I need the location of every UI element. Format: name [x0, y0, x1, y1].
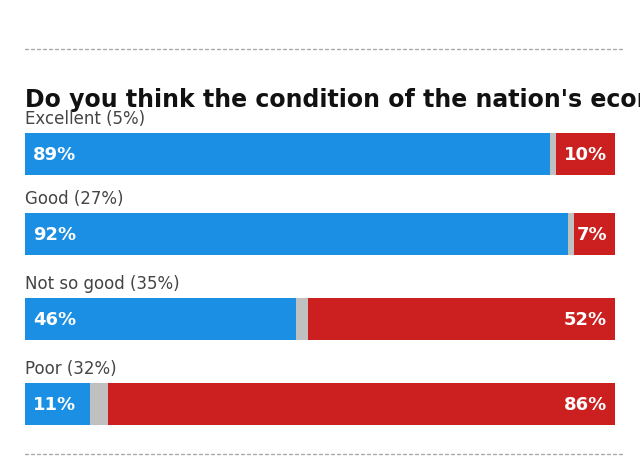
Bar: [568, 214, 573, 256]
Text: Do you think the condition of the nation's economy is:: Do you think the condition of the nation…: [25, 88, 640, 112]
Text: Poor (32%): Poor (32%): [25, 359, 116, 377]
Text: 86%: 86%: [564, 395, 607, 413]
Text: 92%: 92%: [33, 226, 76, 244]
Text: Excellent (5%): Excellent (5%): [25, 110, 145, 128]
Text: Not so good (35%): Not so good (35%): [25, 275, 180, 292]
Bar: [296, 298, 308, 340]
Bar: [25, 383, 90, 425]
Bar: [25, 214, 568, 256]
Bar: [108, 383, 615, 425]
Text: 89%: 89%: [33, 146, 76, 164]
Bar: [550, 134, 556, 176]
Text: Good (27%): Good (27%): [25, 189, 124, 208]
Bar: [556, 134, 615, 176]
Bar: [573, 214, 615, 256]
Bar: [25, 134, 550, 176]
Text: 10%: 10%: [564, 146, 607, 164]
Text: 52%: 52%: [564, 310, 607, 328]
Bar: [308, 298, 615, 340]
Text: 46%: 46%: [33, 310, 76, 328]
Bar: [25, 298, 296, 340]
Text: 11%: 11%: [33, 395, 76, 413]
Bar: [90, 383, 108, 425]
Text: 7%: 7%: [577, 226, 607, 244]
